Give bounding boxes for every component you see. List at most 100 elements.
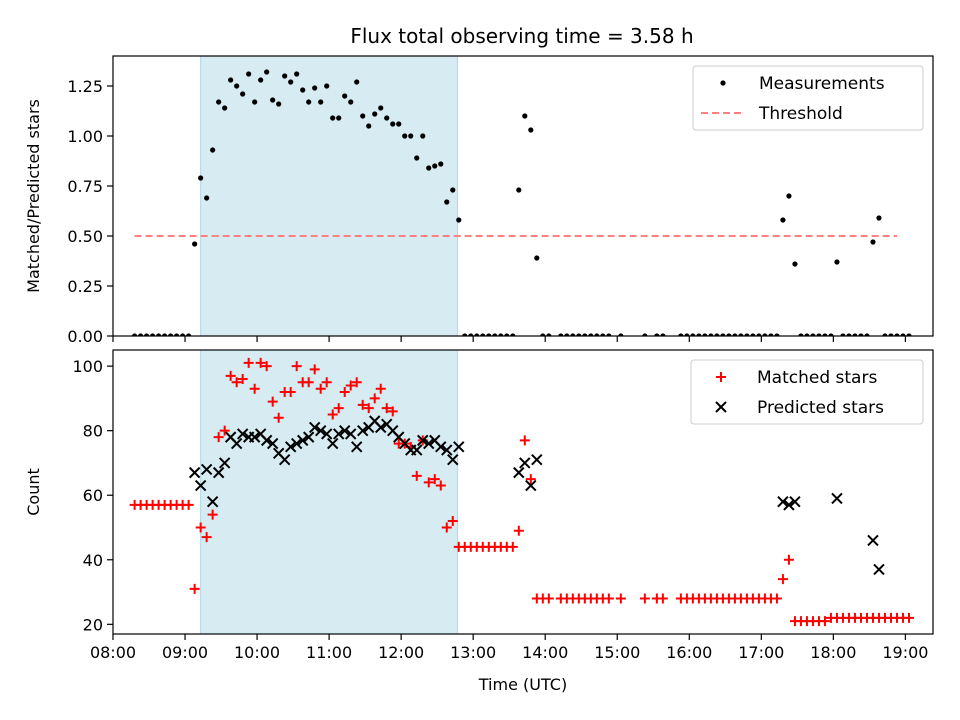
measurements-point [306, 99, 312, 105]
measurements-point [852, 333, 858, 336]
measurements-point [540, 333, 546, 336]
measurements-point [522, 113, 528, 119]
observing-window-shading [200, 349, 459, 635]
measurements-point [840, 333, 846, 336]
matched-stars-point [513, 525, 524, 536]
predicted-stars-point [218, 457, 231, 469]
matched-stars-point [903, 612, 914, 623]
matched-stars-point [357, 399, 368, 410]
measurements-point [342, 93, 348, 99]
predicted-stars-point [831, 492, 843, 505]
measurements-point [906, 333, 912, 336]
predicted-stars-point [873, 563, 885, 576]
y-tick-label: 80 [83, 422, 103, 441]
measurements-point [684, 333, 690, 336]
measurements-point [150, 333, 156, 336]
matched-stars-point [333, 403, 344, 414]
matched-stars-point [201, 532, 212, 543]
x-tick-label: 11:00 [306, 643, 352, 662]
y-tick-label: 40 [83, 551, 103, 570]
measurements-point [564, 333, 570, 336]
matched-stars-point [351, 377, 362, 388]
measurements-point [168, 333, 174, 336]
measurements-point [738, 333, 744, 336]
predicted-stars-point [777, 495, 789, 508]
y-axis-label: Count [24, 468, 43, 516]
predicted-stars-point [789, 495, 801, 508]
measurements-point [174, 333, 180, 336]
y-tick-label: 0.75 [67, 177, 103, 196]
x-tick-label: 08:00 [90, 643, 136, 662]
predicted-stars-point [357, 424, 369, 437]
measurements-point [210, 147, 216, 153]
observing-window-shading [200, 55, 459, 337]
predicted-stars-point [453, 441, 465, 453]
predicted-stars-point [867, 534, 879, 547]
y-tick-label: 1.00 [67, 127, 103, 146]
measurements-point [426, 165, 432, 171]
legend-label-matched-stars: Matched stars [757, 368, 877, 388]
matched-stars-point [411, 470, 422, 481]
matched-stars-point [339, 386, 350, 397]
measurements-point [846, 333, 852, 336]
predicted-stars-point [290, 437, 303, 450]
predicted-stars-point [783, 499, 795, 511]
legend-marker-predicted-stars [715, 401, 727, 413]
x-tick-label: 17:00 [738, 643, 784, 662]
matched-stars-point [243, 357, 254, 368]
measurements-point [786, 193, 792, 199]
measurements-point [276, 101, 282, 107]
matched-stars-point [303, 377, 314, 388]
legend-marker-matched-stars [716, 372, 726, 382]
measurements-point [690, 333, 696, 336]
measurements-point [510, 333, 516, 336]
legend-box [692, 65, 924, 131]
measurements-point [186, 333, 192, 336]
predicted-stars-point [266, 437, 279, 450]
predicted-stars-point [525, 479, 537, 492]
x-tick-label: 15:00 [594, 643, 640, 662]
measurements-point [366, 123, 372, 129]
matched-stars-point [423, 477, 434, 488]
measurements-point [732, 333, 738, 336]
measurements-point [258, 77, 264, 83]
measurements-point [408, 133, 414, 139]
matched-stars-point [657, 593, 668, 604]
matched-stars-point [507, 541, 518, 552]
predicted-stars-point [230, 437, 243, 450]
plot-marks [129, 357, 914, 627]
measurements-point [378, 105, 384, 111]
predicted-stars-point [206, 495, 219, 508]
measurements-point [216, 99, 222, 105]
measurements-point [810, 333, 816, 336]
x-axis-label: Time (UTC) [478, 675, 567, 694]
predicted-stars-point [333, 428, 345, 440]
x-tick-label: 09:00 [162, 643, 208, 662]
predicted-stars-point [308, 421, 321, 434]
measurements-point [312, 85, 318, 91]
measurements-point [822, 333, 828, 336]
measurements-point [486, 333, 492, 336]
measurements-point [750, 333, 756, 336]
predicted-stars-point [278, 454, 291, 466]
predicted-stars-point [423, 437, 435, 450]
measurements-point [780, 217, 786, 223]
measurements-point [282, 73, 288, 79]
predicted-stars-point [447, 454, 459, 466]
measurements-point [402, 133, 408, 139]
measurements-point [762, 333, 768, 336]
predicted-stars-point [296, 434, 309, 447]
matched-stars-point [345, 380, 356, 391]
measurements-point [660, 333, 666, 336]
measurements-point [240, 91, 246, 97]
measurements-point [516, 187, 522, 193]
measurements-point [492, 333, 498, 336]
predicted-stars-point [441, 444, 453, 456]
predicted-stars-point [339, 424, 351, 437]
measurements-point [708, 333, 714, 336]
measurements-point [900, 333, 906, 336]
legend-marker-measurements [720, 80, 726, 86]
legend: Matched stars Predicted stars [690, 359, 924, 425]
measurements-point [324, 83, 330, 89]
